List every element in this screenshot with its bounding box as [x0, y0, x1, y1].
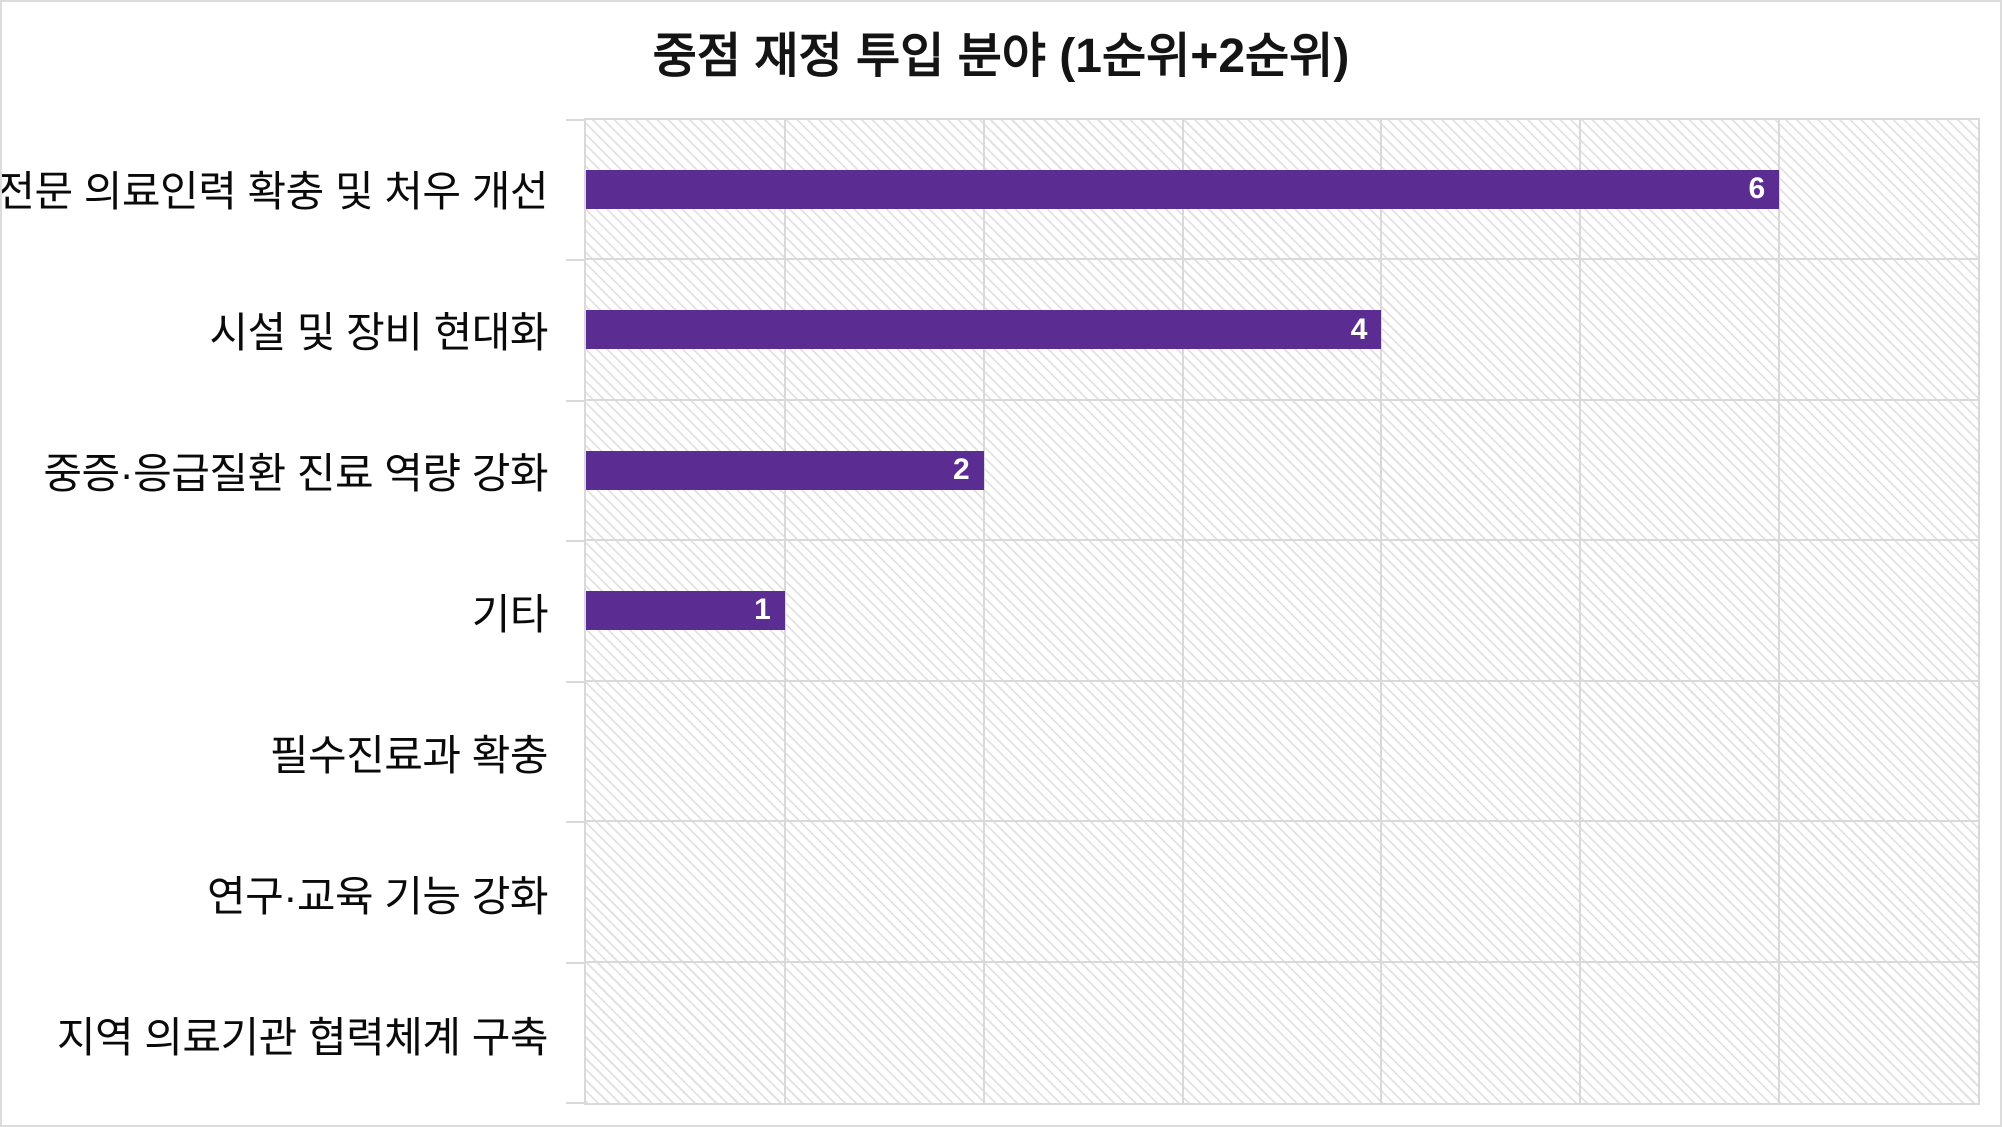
- bar-value-label: 4: [1350, 312, 1368, 346]
- bar-row: 1: [586, 541, 1978, 682]
- category-axis-tick: [566, 540, 584, 543]
- category-axis-tick: [566, 680, 584, 683]
- category-axis-tick: [566, 821, 584, 824]
- bar: 2: [586, 450, 984, 490]
- category-axis-tick: [566, 1102, 584, 1104]
- x-gridline: [1181, 120, 1184, 1103]
- category-axis-tick: [566, 399, 584, 402]
- category-axis-tick: [566, 961, 584, 964]
- category-label: 기타: [471, 591, 549, 638]
- x-gridline: [982, 120, 985, 1103]
- bar-row: 6: [586, 120, 1978, 261]
- x-gridline: [1579, 120, 1582, 1103]
- category-label: 필수진료과 확충: [269, 732, 549, 779]
- bar-value-label: 2: [953, 453, 970, 487]
- chart-title: 중점 재정 투입 분야 (1순위+2순위): [652, 30, 1350, 83]
- x-gridline: [783, 120, 786, 1103]
- x-gridline: [1778, 120, 1781, 1103]
- bar: 6: [586, 169, 1780, 209]
- bar-row: [586, 963, 1978, 1103]
- bar: 1: [586, 590, 785, 630]
- bar-row: 4: [586, 260, 1978, 401]
- category-label: 지역 의료기관 협력체계 구축: [56, 1014, 549, 1061]
- category-label: 중증·응급질환 진료 역량 강화: [43, 450, 548, 497]
- bar-row: [586, 822, 1978, 963]
- bar: 4: [586, 310, 1382, 350]
- bar-value-label: 1: [754, 593, 771, 627]
- category-label: 연구·교육 기능 강화: [207, 873, 548, 920]
- bar-row: [586, 682, 1978, 823]
- category-label: 전문 의료인력 확충 및 처우 개선: [0, 168, 549, 215]
- category-axis-tick: [566, 259, 584, 262]
- bar-row: 2: [586, 401, 1978, 542]
- bar-value-label: 6: [1748, 172, 1766, 206]
- plot-area: 6 4 2 1: [566, 118, 1980, 1105]
- category-axis-tick: [566, 119, 584, 121]
- category-label: 시설 및 장비 현대화: [209, 309, 548, 356]
- x-gridline: [1380, 120, 1383, 1103]
